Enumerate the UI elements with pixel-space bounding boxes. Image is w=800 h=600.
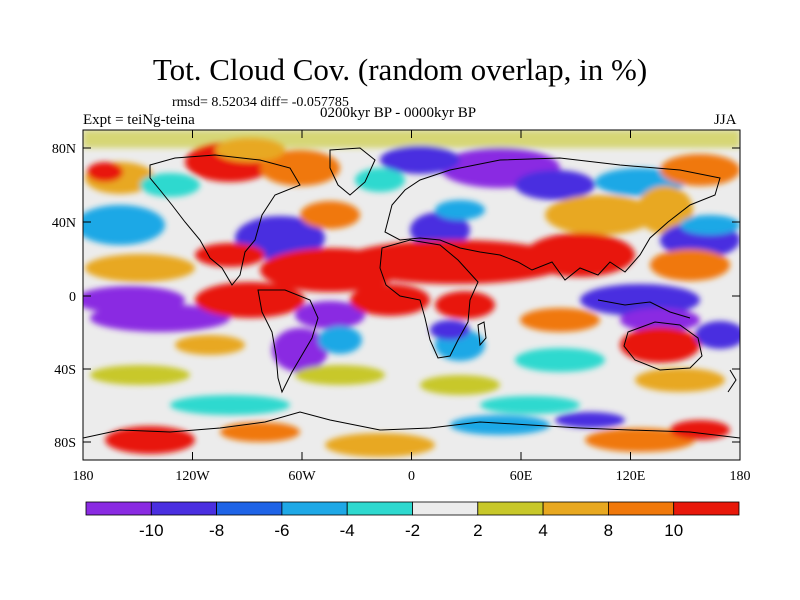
colorbar-labels: -10 -8 -6 -4 -2 2 4 8 10 [139, 521, 683, 540]
lat-label-40n: 40N [52, 216, 76, 231]
colorbar-swatch [412, 501, 479, 516]
colorbar-swatch [281, 501, 348, 516]
lon-label-60w: 60W [288, 469, 316, 484]
colorbar-label: -4 [340, 521, 355, 540]
lon-ticks [192, 130, 631, 460]
colorbar-label: 10 [664, 521, 683, 540]
colorbar-swatch [608, 501, 675, 516]
lon-label-180w: 180 [73, 469, 94, 484]
colorbar-swatch [477, 501, 544, 516]
experiment-label: Expt = teiNg-teina [83, 112, 195, 128]
colorbar-swatch [150, 501, 218, 516]
season-label: JJA [714, 112, 737, 128]
lon-label-0: 0 [408, 469, 415, 484]
lat-ticks [83, 147, 740, 443]
colorbar-swatch [346, 501, 413, 516]
colorbar-label: -6 [274, 521, 289, 540]
period-text: 0200kyr BP - 0000kyr BP [320, 105, 477, 121]
coastlines [83, 147, 740, 439]
colorbar-swatch [673, 501, 740, 516]
lon-label-180e: 180 [730, 469, 751, 484]
colorbar [85, 501, 740, 516]
colorbar-swatch [542, 501, 609, 516]
colorbar-label: 4 [538, 521, 547, 540]
lat-label-80n: 80N [52, 142, 76, 157]
anomaly-field [83, 130, 740, 460]
colorbar-label: -10 [139, 521, 164, 540]
lat-label-40s: 40S [54, 363, 76, 378]
stats-text: rmsd= 8.52034 diff= -0.057785 [172, 95, 349, 110]
lon-label-60e: 60E [510, 469, 533, 484]
lat-label-0: 0 [69, 290, 76, 305]
figure-title: Tot. Cloud Cov. (random overlap, in %) [152, 52, 648, 87]
colorbar-label: 8 [604, 521, 613, 540]
lat-label-80s: 80S [54, 436, 76, 451]
colorbar-label: -2 [405, 521, 420, 540]
colorbar-label: -8 [209, 521, 224, 540]
lon-label-120w: 120W [175, 469, 210, 484]
colorbar-label: 2 [473, 521, 482, 540]
colorbar-swatch [85, 501, 152, 516]
lon-label-120e: 120E [616, 469, 646, 484]
colorbar-swatch [216, 501, 283, 516]
